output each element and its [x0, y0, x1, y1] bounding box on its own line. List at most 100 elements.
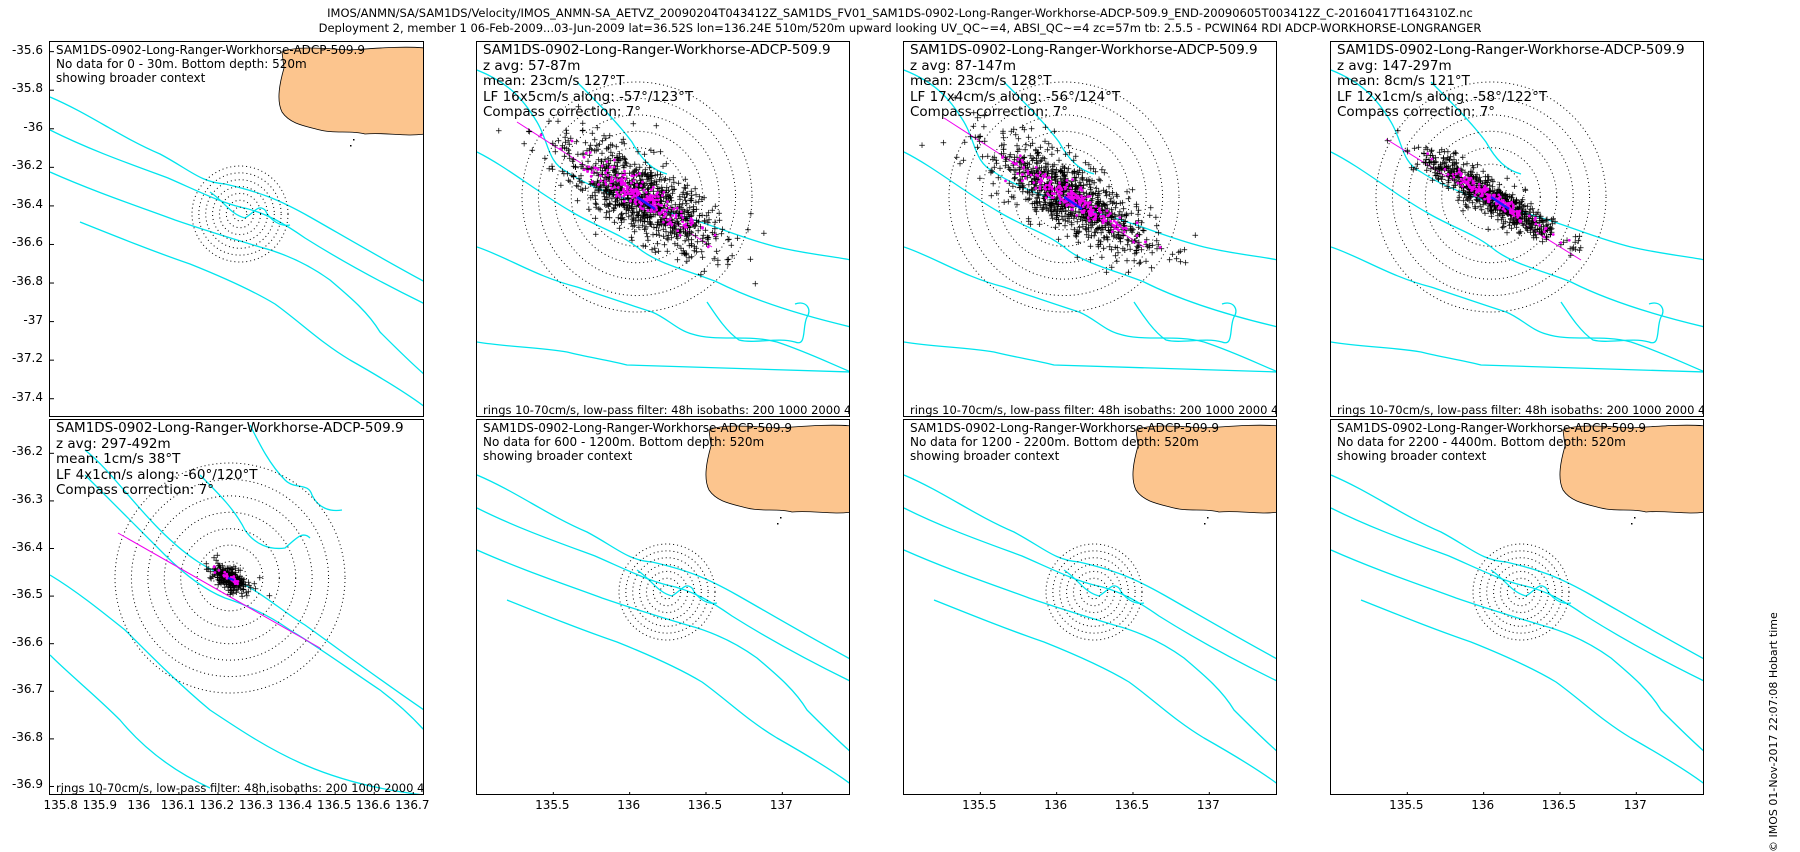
velocity-point: + [1050, 204, 1058, 214]
velocity-point: + [1503, 208, 1511, 218]
velocity-point: + [605, 143, 613, 153]
velocity-point: + [1033, 160, 1041, 170]
velocity-point: + [1394, 126, 1402, 136]
velocity-point: + [692, 221, 700, 231]
velocity-point: + [1536, 224, 1544, 234]
lowpass-point [1135, 221, 1139, 225]
velocity-point: + [974, 133, 982, 143]
velocity-point: + [1121, 246, 1129, 256]
lowpass-point [611, 179, 615, 183]
velocity-point: + [647, 181, 655, 191]
velocity-point: + [1484, 225, 1492, 235]
lowpass-point [620, 182, 624, 186]
velocity-point: + [1446, 164, 1454, 174]
lowpass-point [675, 206, 679, 210]
velocity-point: + [1044, 179, 1052, 189]
panel-text-line: No data for 600 - 1200m. Bottom depth: 5… [483, 435, 765, 450]
lowpass-point [646, 209, 650, 212]
velocity-point: + [1036, 157, 1044, 167]
velocity-point: + [715, 209, 723, 219]
speed-ring [1045, 543, 1143, 641]
velocity-point: + [1033, 177, 1041, 187]
velocity-point: + [1544, 220, 1552, 230]
velocity-point: + [1117, 238, 1125, 248]
velocity-point: + [668, 229, 676, 239]
velocity-point: + [1453, 173, 1461, 183]
x-tick-label: 136 [1044, 798, 1068, 812]
velocity-point: + [1048, 200, 1056, 210]
velocity-point: + [663, 210, 671, 220]
velocity-point: + [652, 177, 660, 187]
velocity-point: + [1108, 213, 1116, 223]
velocity-point: + [659, 162, 667, 172]
velocity-point: + [670, 178, 678, 188]
velocity-point: + [984, 152, 992, 162]
velocity-point: + [642, 169, 650, 179]
velocity-point: + [237, 584, 245, 594]
velocity-point: + [1059, 168, 1067, 178]
velocity-point: + [1414, 160, 1422, 170]
velocity-point: + [525, 127, 533, 137]
velocity-point: + [1094, 216, 1102, 226]
velocity-point: + [1067, 207, 1075, 217]
velocity-point: + [1412, 164, 1420, 174]
mean-vector [1490, 195, 1510, 211]
velocity-point: + [1560, 238, 1568, 248]
velocity-point: + [668, 233, 676, 243]
velocity-point: + [977, 132, 985, 142]
velocity-point: + [1428, 146, 1436, 156]
lowpass-point [634, 173, 638, 177]
velocity-point: + [1005, 163, 1013, 173]
velocity-point: + [1138, 218, 1146, 228]
velocity-point: + [1106, 243, 1114, 253]
velocity-point: + [1454, 196, 1462, 206]
velocity-point: + [653, 194, 661, 204]
isobath-line [636, 569, 718, 604]
velocity-point: + [1048, 191, 1056, 201]
velocity-point: + [1410, 165, 1418, 175]
velocity-point: + [1042, 163, 1050, 173]
y-tick-label: -35.8 [11, 81, 43, 96]
speed-ring [632, 557, 702, 627]
velocity-point: + [1092, 204, 1100, 214]
velocity-point: + [616, 149, 624, 159]
lowpass-point [1443, 167, 1447, 171]
velocity-point: + [624, 179, 632, 189]
velocity-point: + [1075, 212, 1083, 222]
velocity-point: + [1548, 215, 1556, 225]
velocity-point: + [1021, 146, 1029, 156]
velocity-point: + [625, 206, 633, 216]
lowpass-point [1517, 211, 1521, 215]
velocity-point: + [1480, 191, 1488, 201]
velocity-point: + [626, 202, 634, 212]
speed-ring [618, 543, 716, 641]
velocity-point: + [603, 163, 611, 173]
velocity-point: + [610, 179, 618, 189]
velocity-point: + [601, 195, 609, 205]
velocity-point: + [1173, 254, 1181, 264]
velocity-point: + [1454, 171, 1462, 181]
velocity-point: + [1146, 242, 1154, 252]
lowpass-point [1081, 205, 1085, 209]
velocity-point: + [1049, 165, 1057, 175]
lowpass-point [665, 204, 668, 207]
velocity-point: + [1094, 198, 1102, 208]
velocity-point: + [216, 576, 224, 586]
velocity-point: + [1053, 194, 1061, 204]
velocity-point: + [1121, 211, 1129, 221]
isobath-line [1560, 301, 1664, 344]
lowpass-point [656, 202, 660, 206]
panel-text-line: LF 12x1cm/s along: -58°/122°T [1337, 88, 1548, 105]
lowpass-point [1471, 180, 1475, 184]
velocity-point: + [578, 179, 586, 189]
velocity-point: + [617, 183, 625, 193]
velocity-point: + [213, 570, 221, 580]
velocity-point: + [1033, 165, 1041, 175]
velocity-point: + [1079, 216, 1087, 226]
speed-ring [163, 511, 297, 645]
velocity-point: + [1488, 188, 1496, 198]
velocity-point: + [232, 581, 240, 591]
lowpass-point [653, 201, 657, 205]
velocity-point: + [628, 199, 636, 209]
velocity-point: + [1115, 211, 1123, 221]
